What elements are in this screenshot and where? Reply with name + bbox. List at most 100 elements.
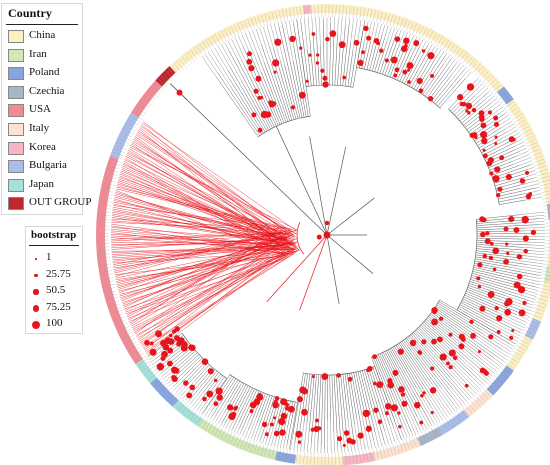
tip-label-stub	[214, 34, 221, 45]
bootstrap-node	[464, 383, 469, 388]
branch	[175, 88, 328, 236]
bootstrap-node	[174, 326, 180, 332]
bootstrap-node	[397, 411, 401, 415]
branch	[475, 254, 515, 261]
tip-label-stub	[408, 437, 414, 449]
country-sector	[546, 203, 550, 220]
branch	[431, 396, 446, 419]
tip-label-stub	[530, 313, 542, 319]
branch	[259, 439, 261, 443]
branch	[117, 180, 287, 240]
tip-label-stub	[143, 367, 154, 375]
branch	[113, 198, 292, 253]
branch	[374, 366, 395, 422]
branch	[229, 79, 264, 134]
tip-label-stub	[153, 377, 163, 386]
tip-label-stub	[482, 73, 492, 83]
branch	[429, 422, 433, 427]
tip-label-stub	[243, 438, 249, 450]
bootstrap-node	[373, 381, 377, 386]
bootstrap-node	[297, 440, 302, 444]
branch	[120, 244, 293, 298]
branch	[127, 250, 297, 319]
bootstrap-node	[393, 73, 398, 78]
tip-label-stub	[356, 7, 358, 19]
tip-label-stub	[389, 14, 394, 27]
branch	[292, 19, 294, 24]
tip-label-stub	[99, 200, 112, 203]
tip-label-stub	[237, 23, 243, 35]
bootstrap-node	[509, 335, 514, 340]
branch	[111, 245, 284, 255]
country-sector	[155, 66, 176, 87]
branch	[282, 400, 291, 436]
branch	[173, 383, 181, 391]
tip-label-stub	[131, 350, 142, 357]
bootstrap-node	[419, 420, 424, 425]
bootstrap-node	[487, 291, 495, 299]
branch	[310, 443, 312, 453]
branch	[243, 63, 275, 128]
country-sector	[506, 335, 533, 371]
tree-branches	[110, 17, 545, 453]
bootstrap-node	[311, 375, 315, 379]
tip-label-stub	[520, 335, 532, 342]
branch	[425, 319, 465, 353]
bootstrap-node	[269, 422, 274, 427]
tip-label-stub	[342, 5, 344, 18]
tip-label-stub	[187, 408, 195, 418]
branch	[476, 242, 531, 246]
branch	[331, 374, 335, 432]
branch	[125, 258, 287, 315]
bootstrap-node	[431, 338, 437, 345]
tip-label-stub	[102, 186, 114, 190]
bootstrap-node	[489, 241, 494, 246]
branch	[465, 71, 472, 79]
branch	[361, 414, 369, 450]
branch	[309, 38, 315, 86]
branch	[533, 221, 545, 223]
branch	[476, 218, 540, 224]
tip-label-stub	[543, 264, 550, 266]
branch	[478, 378, 485, 386]
branch	[326, 146, 347, 236]
branch	[111, 237, 293, 251]
branch	[115, 190, 285, 256]
branch	[124, 249, 300, 310]
bootstrap-node	[481, 137, 488, 145]
branch	[112, 246, 294, 259]
bootstrap-node	[458, 343, 465, 350]
branch	[535, 186, 540, 189]
branch	[278, 27, 301, 119]
branch	[143, 121, 288, 234]
bootstrap-node	[160, 355, 166, 361]
tip-label-stub	[193, 47, 201, 58]
bootstrap-node	[477, 285, 482, 289]
branch	[532, 176, 538, 179]
bootstrap-node	[176, 89, 183, 96]
tip-label-stub	[355, 451, 358, 463]
bootstrap-node	[483, 370, 489, 376]
branch	[458, 306, 492, 325]
branch	[382, 24, 386, 35]
country-sector	[275, 451, 297, 464]
bootstrap-node	[404, 44, 408, 48]
bootstrap-node	[487, 157, 494, 164]
tip-label-stub	[541, 270, 550, 273]
branch	[293, 45, 307, 117]
tip-label-stub	[296, 7, 299, 19]
bootstrap-node	[437, 336, 443, 343]
tip-label-stub	[521, 332, 533, 339]
bootstrap-node	[273, 430, 280, 437]
legend-item: Czechia	[8, 84, 84, 102]
legend-label: Poland	[29, 66, 60, 79]
branch	[229, 66, 268, 132]
branch	[374, 38, 385, 72]
branch	[430, 406, 441, 422]
branch	[427, 317, 484, 365]
branch	[194, 364, 210, 382]
tip-label-stub	[442, 39, 449, 51]
branch	[415, 56, 438, 91]
branch	[248, 49, 281, 125]
legend-item: Iran	[8, 47, 84, 65]
